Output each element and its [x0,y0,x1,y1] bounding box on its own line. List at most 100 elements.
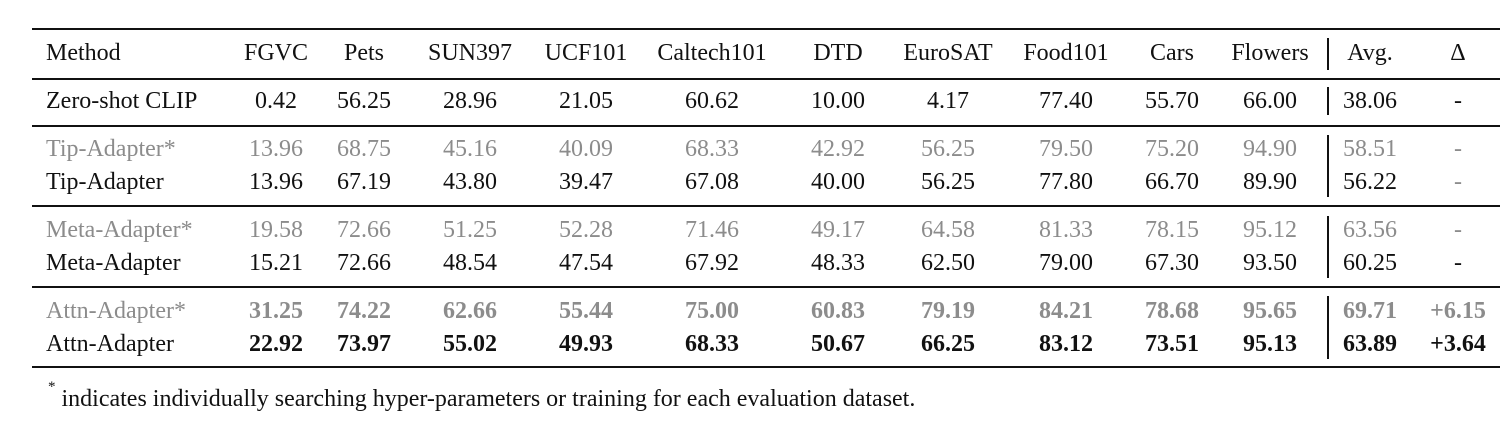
row-value: 49.93 [559,331,613,357]
header-rule [32,78,1500,80]
row-value: 67.92 [685,250,739,276]
row-value: 79.00 [1039,250,1093,276]
row-method: Tip-Adapter [46,169,164,195]
column-header: Avg. [1347,40,1393,66]
row-method: Meta-Adapter [46,250,181,276]
row-delta: - [1454,250,1462,276]
row-value: 75.00 [685,298,739,324]
row-value: 56.25 [921,169,975,195]
row-value: 48.33 [811,250,865,276]
row-value: 81.33 [1039,217,1093,243]
row-value: 77.40 [1039,88,1093,114]
results-table: Method FGVC Pets SUN397 UCF101 Caltech101 DTD E… [32,28,1500,371]
row-value: 15.21 [249,250,303,276]
row-value: 68.33 [685,331,739,357]
row-value: 72.66 [337,250,391,276]
row-value: 52.28 [559,217,613,243]
table-bottom-rule [32,366,1500,368]
column-header: Food101 [1023,40,1109,66]
footnote-text: indicates individually searching hyper-p… [61,386,916,412]
row-value: 51.25 [443,217,497,243]
row-value: 62.50 [921,250,975,276]
row-value: 60.83 [811,298,865,324]
row-value: 40.00 [811,169,865,195]
column-separator [1327,296,1329,359]
row-value: 79.19 [921,298,975,324]
row-value: 68.75 [337,136,391,162]
column-separator [1327,38,1329,70]
row-value: 4.17 [927,88,969,114]
row-value: 94.90 [1243,136,1297,162]
row-avg: 63.89 [1343,331,1397,357]
row-avg: 63.56 [1343,217,1397,243]
row-avg: 69.71 [1343,298,1397,324]
row-value: 19.58 [249,217,303,243]
row-value: 73.97 [337,331,391,357]
column-header: UCF101 [544,40,628,66]
row-value: 55.02 [443,331,497,357]
row-value: 95.13 [1243,331,1297,357]
row-value: 10.00 [811,88,865,114]
row-value: 95.12 [1243,217,1297,243]
row-value: 55.44 [559,298,613,324]
row-value: 13.96 [249,136,303,162]
row-value: 71.46 [685,217,739,243]
row-delta: +6.15 [1430,298,1486,324]
row-value: 49.17 [811,217,865,243]
column-header: Caltech101 [657,40,767,66]
row-avg: 56.22 [1343,169,1397,195]
row-value: 78.68 [1145,298,1199,324]
row-delta: - [1454,88,1462,114]
row-value: 67.30 [1145,250,1199,276]
group-rule [32,286,1500,288]
row-value: 66.25 [921,331,975,357]
row-method: Attn-Adapter* [46,298,186,324]
row-value: 93.50 [1243,250,1297,276]
row-delta: +3.64 [1430,331,1486,357]
row-value: 83.12 [1039,331,1093,357]
row-value: 0.42 [255,88,297,114]
row-value: 95.65 [1243,298,1297,324]
footnote-marker: * [48,379,56,395]
row-value: 31.25 [249,298,303,324]
row-value: 73.51 [1145,331,1199,357]
group-rule [32,125,1500,127]
row-value: 43.80 [443,169,497,195]
column-separator [1327,216,1329,278]
row-value: 56.25 [337,88,391,114]
column-header: Cars [1150,40,1194,66]
row-value: 40.09 [559,136,613,162]
table-top-rule [32,28,1500,30]
row-value: 67.08 [685,169,739,195]
column-header: Pets [343,40,385,66]
row-value: 47.54 [559,250,613,276]
row-value: 66.00 [1243,88,1297,114]
column-header: Δ [1450,40,1466,66]
row-value: 50.67 [811,331,865,357]
row-value: 21.05 [559,88,613,114]
row-value: 67.19 [337,169,391,195]
row-value: 55.70 [1145,88,1199,114]
row-avg: 58.51 [1343,136,1397,162]
group-rule [32,205,1500,207]
row-value: 66.70 [1145,169,1199,195]
row-value: 28.96 [443,88,497,114]
row-value: 84.21 [1039,298,1093,324]
column-separator [1327,87,1329,115]
column-header: DTD [813,40,863,66]
row-value: 60.62 [685,88,739,114]
row-value: 75.20 [1145,136,1199,162]
row-value: 64.58 [921,217,975,243]
column-header-method: Method [46,40,121,66]
row-value: 68.33 [685,136,739,162]
row-value: 42.92 [811,136,865,162]
row-value: 62.66 [443,298,497,324]
column-separator [1327,135,1329,197]
row-value: 48.54 [443,250,497,276]
column-header: Flowers [1231,40,1309,66]
row-delta: - [1454,217,1462,243]
row-delta: - [1454,169,1462,195]
row-value: 45.16 [443,136,497,162]
row-value: 39.47 [559,169,613,195]
table-footnote: * indicates individually searching hyper-… [48,378,915,414]
